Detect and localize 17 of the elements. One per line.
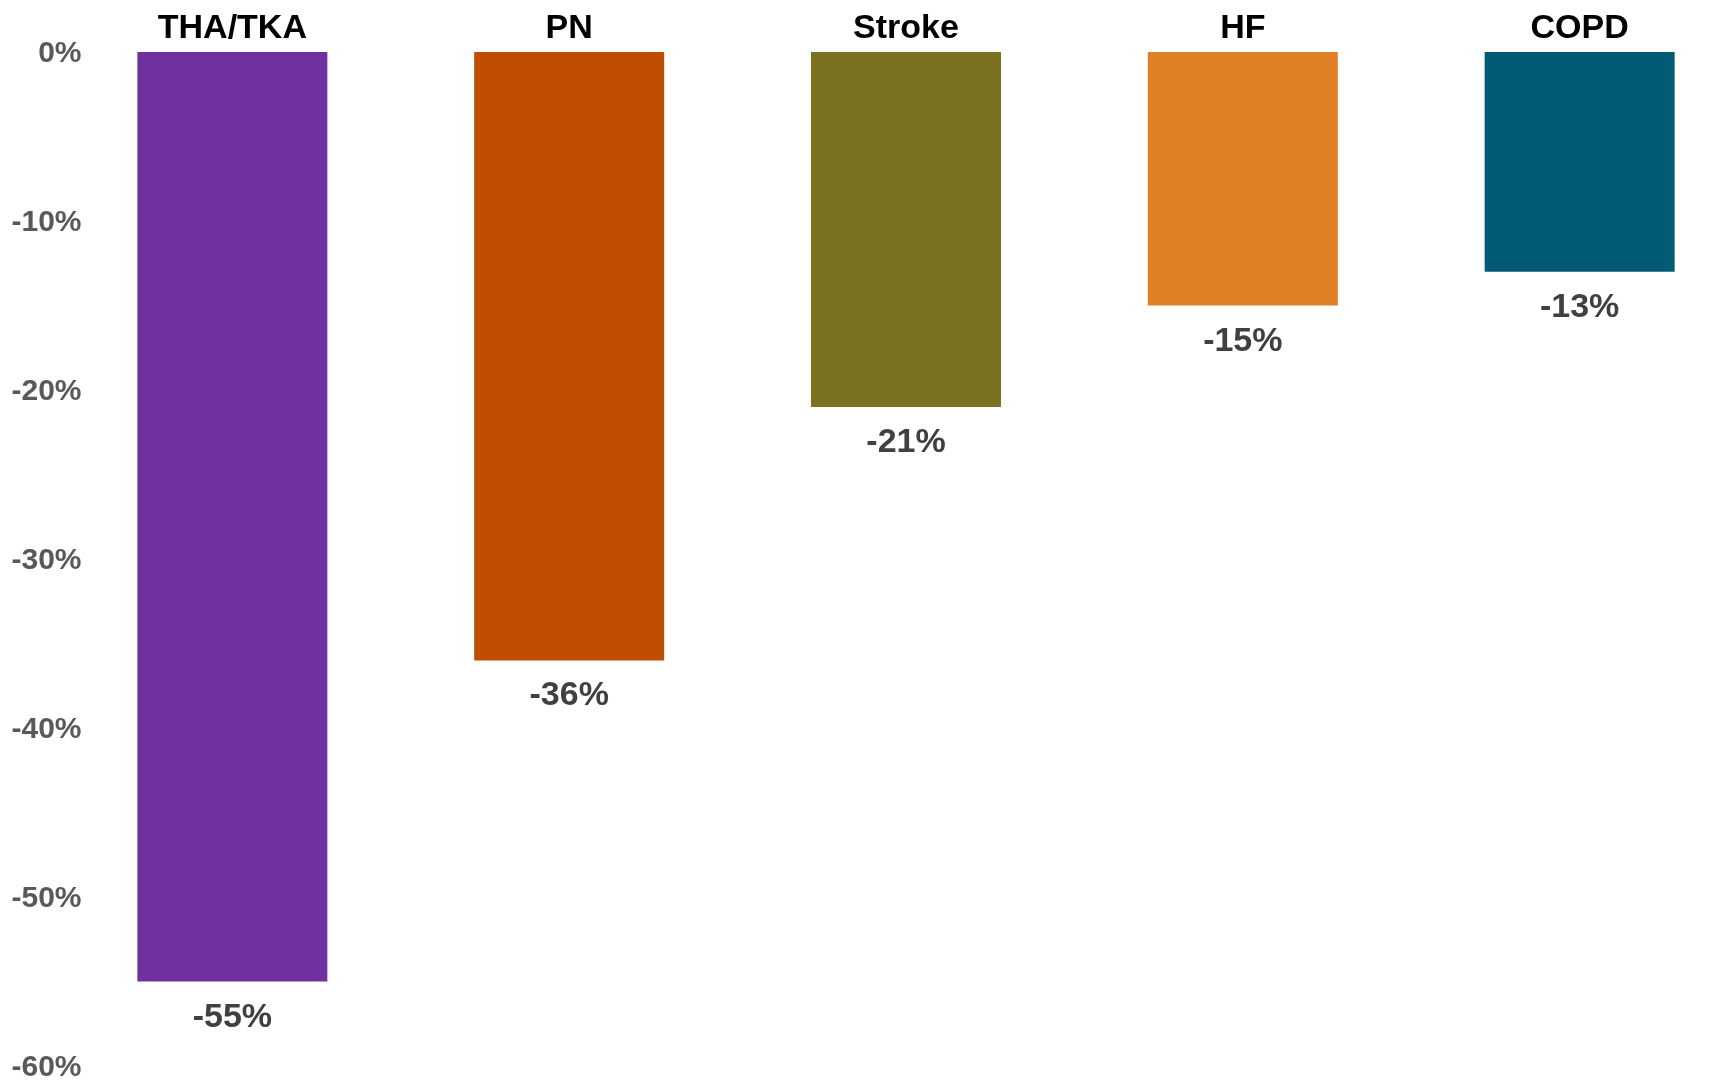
x-tick-label: HF [1220, 6, 1266, 45]
x-tick-label: PN [545, 6, 593, 45]
data-label: -15% [1203, 319, 1283, 358]
y-tick-label: -50% [11, 879, 82, 913]
y-tick-label: 0% [38, 34, 82, 68]
y-tick-label: -40% [11, 710, 82, 744]
x-tick-label: Stroke [853, 6, 959, 45]
data-label: -13% [1539, 285, 1620, 324]
data-label: -21% [866, 420, 946, 459]
y-tick-label: -60% [11, 1048, 82, 1082]
y-tick-label: -20% [11, 372, 82, 406]
data-label: -55% [192, 995, 273, 1034]
x-tick-label: THA/TKA [157, 6, 307, 45]
x-tick-label: COPD [1530, 6, 1629, 45]
data-label: -36% [529, 674, 609, 713]
y-tick-label: -30% [11, 541, 82, 575]
y-tick-label: -10% [11, 203, 82, 237]
